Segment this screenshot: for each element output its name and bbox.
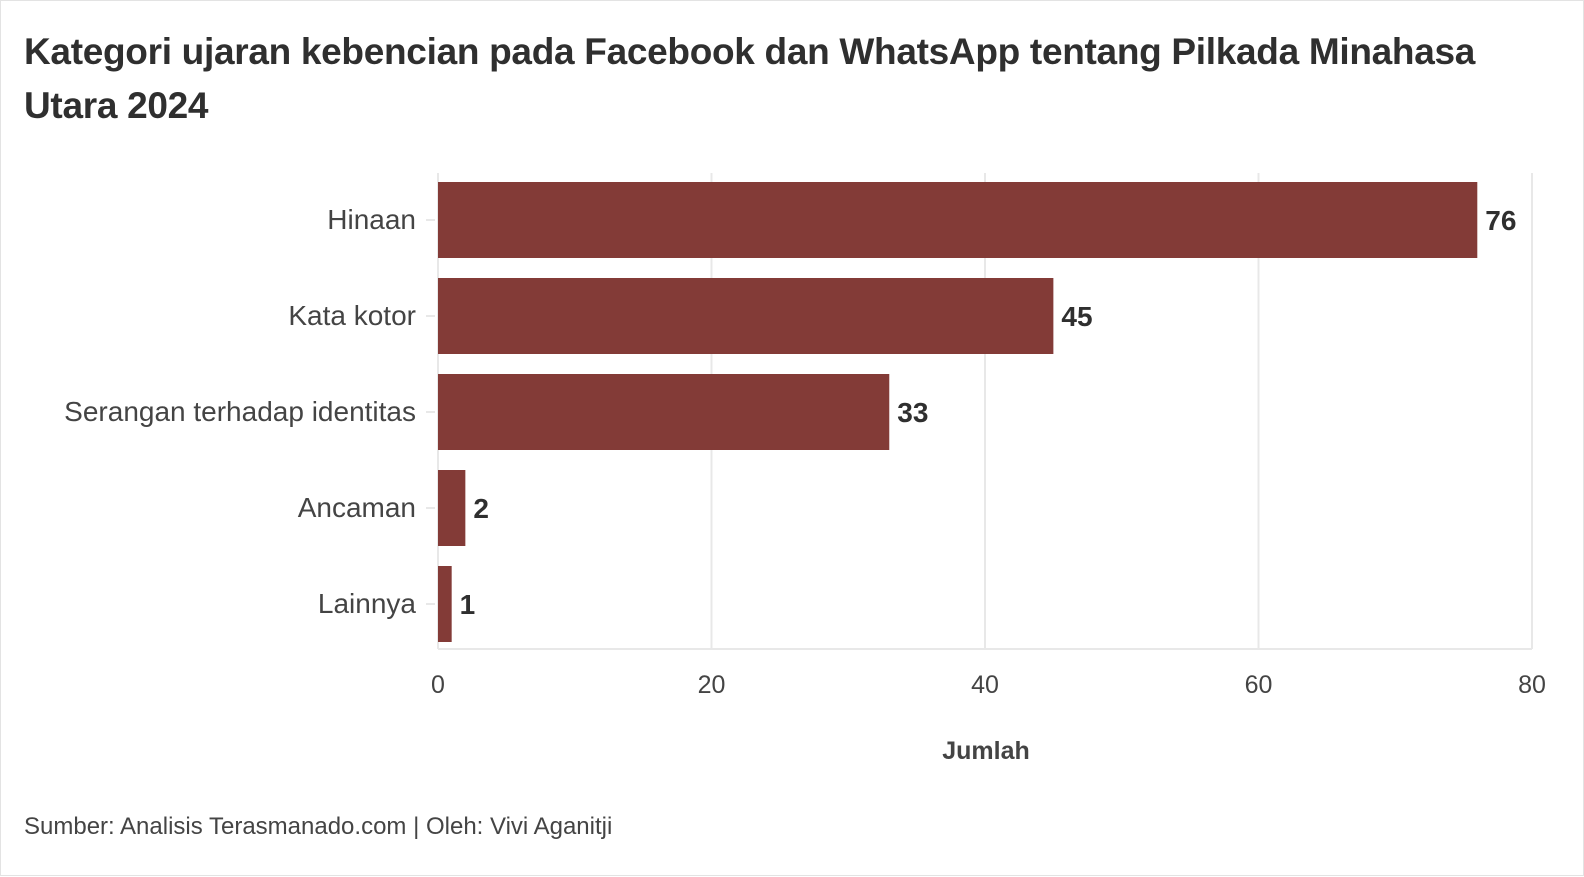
- x-tick-label: 40: [971, 671, 999, 699]
- x-tick-label: 20: [698, 671, 726, 699]
- category-label: Kata kotor: [288, 300, 416, 331]
- bar-ancaman: [438, 470, 466, 546]
- bars: [438, 182, 1478, 642]
- bar-value-label: 33: [897, 397, 928, 428]
- category-label: Lainnya: [318, 588, 417, 619]
- x-axis-title: Jumlah: [942, 737, 1030, 765]
- x-axis-ticks: 0 20 40 60 80: [431, 671, 1546, 699]
- category-label: Hinaan: [327, 204, 416, 235]
- bar-value-label: 45: [1061, 301, 1092, 332]
- bar-kata-kotor: [438, 278, 1054, 354]
- bar-value-label: 76: [1485, 205, 1516, 236]
- bar-value-label: 2: [473, 493, 489, 524]
- y-axis-labels: Hinaan Kata kotor Serangan terhadap identi…: [64, 204, 416, 619]
- x-tick-label: 60: [1245, 671, 1273, 699]
- bar-serangan-terhadap-identitas: [438, 374, 890, 450]
- category-label: Serangan terhadap identitas: [64, 396, 416, 427]
- bar-hinaan: [438, 182, 1478, 258]
- bar-value-label: 1: [460, 589, 476, 620]
- x-tick-label: 0: [431, 671, 445, 699]
- bar-lainnya: [438, 566, 452, 642]
- category-label: Ancaman: [298, 492, 416, 523]
- x-tick-label: 80: [1518, 671, 1546, 699]
- source-note: Sumber: Analisis Terasmanado.com | Oleh:…: [24, 813, 613, 840]
- chart-title: Kategori ujaran kebencian pada Facebook …: [24, 31, 1476, 126]
